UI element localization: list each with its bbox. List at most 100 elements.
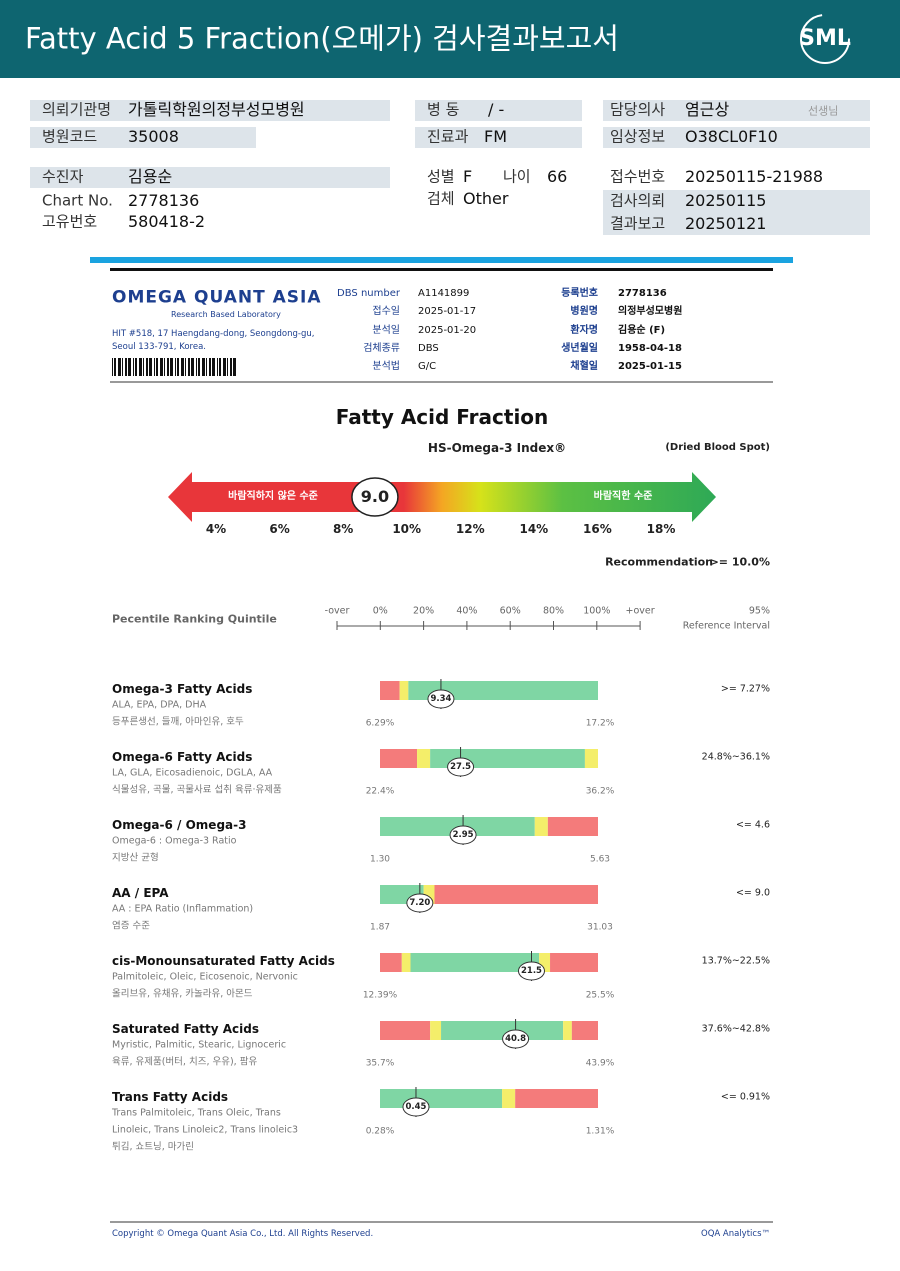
zone: [408, 681, 598, 700]
field-label: 나이: [503, 167, 531, 186]
row-value: 21.5: [520, 965, 542, 976]
barcode-bar: [206, 358, 207, 376]
value-marker: [447, 757, 475, 777]
zone: [423, 885, 435, 904]
barcode-bar: [128, 358, 131, 376]
row-detail: Myristic, Palmitic, Stearic, Lignoceric: [112, 1039, 287, 1051]
range-low: 0.28%: [365, 1126, 395, 1137]
lab-label: DBS number: [337, 288, 400, 299]
lab-label: 등록번호: [561, 288, 598, 299]
value-marker: [517, 961, 545, 981]
range-high: 17.2%: [585, 718, 615, 729]
field-value: 20250121: [685, 214, 767, 233]
barcode-bar: [188, 358, 190, 376]
row-detail: 등푸른생선, 들깨, 아마인유, 호두: [112, 716, 244, 728]
lab-label: 환자명: [570, 324, 598, 336]
value-marker: [449, 825, 477, 845]
index-tick-label: 10%: [392, 522, 422, 536]
scale-label: -over: [324, 605, 350, 617]
row-name: AA / EPA: [112, 886, 169, 900]
row-detail: 육류, 유제품(버터, 치즈, 우유), 팜유: [112, 1056, 258, 1068]
field-label: 검사의뢰: [610, 191, 666, 210]
field-value: 580418-2: [128, 212, 206, 231]
field-value: / -: [488, 100, 505, 119]
field-value: 김용순: [128, 167, 173, 186]
row-name: Omega-3 Fatty Acids: [112, 682, 253, 696]
field-label: 수진자: [42, 167, 84, 186]
zone: [380, 681, 400, 700]
recommendation: >= 10.0%: [709, 555, 770, 569]
row-detail: Linoleic, Trans Linoleic2, Trans linolei…: [112, 1124, 299, 1136]
index-tick-label: 16%: [583, 522, 612, 536]
field-label: 의뢰기관명: [42, 100, 112, 119]
zone: [380, 1021, 431, 1040]
range-high: 1.31%: [585, 1126, 615, 1137]
barcode-bar: [202, 358, 205, 376]
row-name: Trans Fatty Acids: [112, 1090, 229, 1104]
barcode-bar: [135, 358, 137, 376]
reference-interval: 13.7%~22.5%: [701, 955, 770, 967]
header-bar: [0, 0, 900, 78]
barcode-bar: [223, 358, 226, 376]
field-value: 35008: [128, 127, 179, 146]
field-value: 가톨릭학원의정부성모병원: [128, 100, 305, 119]
barcode-bar: [219, 358, 221, 376]
zone: [441, 1021, 564, 1040]
index-value: 9.0: [360, 487, 390, 506]
barcode-bar: [125, 358, 127, 376]
barcode-bar: [217, 358, 218, 376]
row-detail: Palmitoleic, Oleic, Eicosenoic, Nervonic: [112, 971, 298, 983]
barcode-bar: [167, 358, 169, 376]
zone: [571, 1021, 598, 1040]
zone: [399, 681, 409, 700]
range-low: 12.39%: [362, 990, 398, 1001]
divider: [90, 257, 793, 263]
lab-label: 분석법: [372, 361, 400, 373]
lab-value: 2778136: [618, 288, 667, 299]
field-label: Chart No.: [42, 191, 113, 210]
row-name: Saturated Fatty Acids: [112, 1022, 259, 1036]
row-detail: 염증 수준: [112, 920, 150, 932]
zone: [502, 1089, 516, 1108]
zone: [550, 953, 598, 972]
field-value: 20250115-21988: [685, 167, 824, 186]
lab-tagline: Research Based Laboratory: [171, 310, 281, 319]
field-value: FM: [484, 127, 508, 146]
barcode-bar: [133, 358, 134, 376]
scale-label: 40%: [456, 605, 478, 617]
index-marker: [351, 477, 399, 517]
row-name: Omega-6 / Omega-3: [112, 818, 247, 832]
reference-interval: <= 9.0: [735, 887, 770, 899]
lab-label: 분석일: [372, 324, 400, 336]
field-value: O38CL0F10: [685, 127, 778, 146]
barcode-bar: [230, 358, 232, 376]
zone: [380, 749, 418, 768]
row-detail: Omega-6 : Omega-3 Ratio: [112, 835, 237, 847]
row-name: cis-Monounsaturated Fatty Acids: [112, 954, 335, 968]
row-detail: LA, GLA, Eicosadienoic, DGLA, AA: [112, 767, 273, 779]
zone: [380, 953, 402, 972]
reference-interval: <= 0.91%: [720, 1091, 770, 1103]
barcode-bar: [177, 358, 179, 376]
barcode-bar: [196, 358, 197, 376]
arrow-label: 바람직한 수준: [593, 491, 653, 502]
barcode-bar: [164, 358, 165, 376]
lab-label: 병원명: [570, 306, 598, 318]
lab-value: 2025-01-15: [618, 361, 682, 373]
reference-interval: 24.8%~36.1%: [701, 751, 770, 763]
reference-interval: >= 7.27%: [720, 683, 770, 695]
barcode-bar: [154, 358, 155, 376]
scale-label: 100%: [583, 605, 611, 617]
row-detail: 지방산 균형: [112, 852, 159, 864]
divider: [110, 268, 773, 271]
barcode-bar: [149, 358, 152, 376]
range-low: 1.87: [369, 922, 391, 933]
lab-label: 접수일: [372, 306, 400, 318]
copyright: Copyright © Omega Quant Asia Co., Ltd. A…: [112, 1228, 374, 1239]
lab-value: A1141899: [418, 288, 470, 299]
lab-label: 채혈일: [570, 361, 598, 373]
zone: [539, 953, 551, 972]
field-value: 2778136: [128, 191, 200, 210]
